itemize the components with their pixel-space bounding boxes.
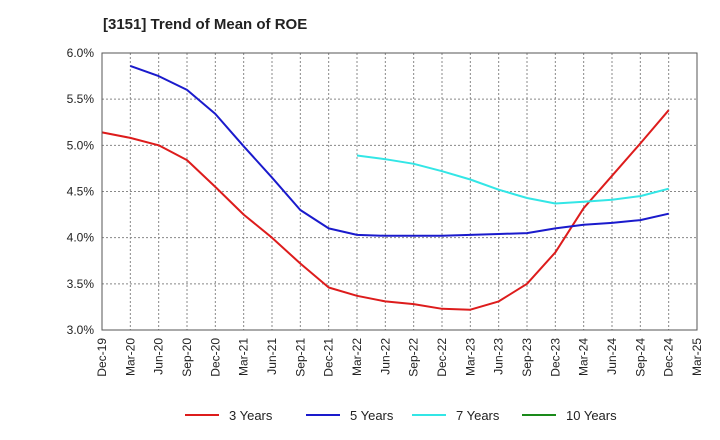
legend-item: 10 Years [522,405,617,425]
x-tick-label: Dec-20 [208,338,222,377]
y-tick-label: 5.0% [67,138,95,152]
chart-title: [3151] Trend of Mean of ROE [103,16,308,33]
x-tick-label: Jun-21 [265,338,279,375]
legend-label: 5 Years [350,407,394,423]
x-tick-label: Mar-22 [350,338,364,376]
y-tick-labels: 3.0% 3.5% 4.0% 4.5% 5.0% 5.5% 6.0% [67,46,95,337]
legend: 3 Years 5 Years 7 Years 10 Years [0,405,720,425]
axes [101,52,698,331]
series-line-5-years [129,64,669,237]
x-tick-label: Mar-23 [463,338,477,376]
y-tick-label: 4.5% [67,185,95,199]
y-tick-label: 3.0% [67,323,95,337]
series-line-7-years [356,154,669,205]
plot-frame [101,52,698,331]
x-tick-label: Jun-23 [492,338,506,375]
legend-item: 7 Years [412,405,499,425]
legend-label: 3 Years [229,407,273,423]
x-tick-label: Mar-24 [577,338,591,376]
x-tick-label: Sep-22 [407,338,421,377]
y-tick-label: 4.0% [67,231,95,245]
x-tick-label: Sep-20 [180,338,194,377]
series-line-3-years [101,109,670,311]
x-tick-label: Sep-21 [293,338,307,377]
x-tick-label: Dec-19 [95,338,109,377]
y-tick-label: 5.5% [67,92,95,106]
legend-swatch [412,414,446,416]
x-tick-label: Dec-24 [662,338,676,377]
y-tick-label: 6.0% [67,46,95,60]
x-tick-label: Sep-23 [520,338,534,377]
x-tick-label: Sep-24 [633,338,647,377]
legend-item: 3 Years [185,405,272,425]
x-tick-label: Dec-22 [435,338,449,377]
x-tick-label: Mar-25 [690,338,704,376]
x-tick-label: Jun-22 [378,338,392,375]
legend-swatch [185,414,219,416]
x-tick-label: Mar-21 [237,338,251,376]
x-tick-label: Jun-20 [152,338,166,375]
legend-swatch [522,414,556,416]
legend-item: 5 Years [306,405,393,425]
x-tick-label: Jun-24 [605,338,619,375]
series-lines [101,64,670,311]
x-tick-label: Dec-21 [322,338,336,377]
legend-swatch [306,414,340,416]
y-tick-label: 3.5% [67,277,95,291]
legend-label: 10 Years [566,407,617,423]
x-tick-label: Dec-23 [548,338,562,377]
legend-label: 7 Years [456,407,500,423]
x-tick-labels: Dec-19 Mar-20 Jun-20 Sep-20 Dec-20 Mar-21 Jun-… [95,338,704,377]
x-tick-label: Mar-20 [123,338,137,376]
